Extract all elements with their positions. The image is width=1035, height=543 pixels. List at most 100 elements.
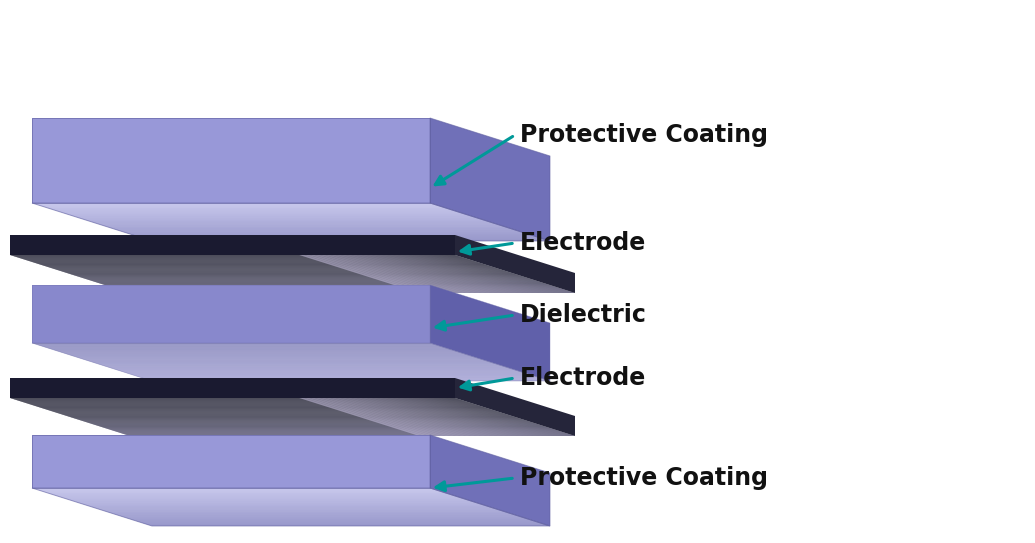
Polygon shape (122, 231, 522, 232)
Polygon shape (70, 355, 470, 356)
Polygon shape (387, 398, 512, 436)
Polygon shape (52, 494, 452, 495)
Polygon shape (114, 229, 514, 230)
Polygon shape (108, 367, 508, 368)
Polygon shape (80, 503, 480, 504)
Polygon shape (45, 347, 444, 348)
Polygon shape (397, 255, 523, 293)
Polygon shape (408, 398, 533, 436)
Polygon shape (136, 521, 536, 522)
Polygon shape (70, 500, 470, 501)
Polygon shape (73, 216, 474, 217)
Polygon shape (114, 514, 514, 515)
Polygon shape (335, 255, 461, 293)
Polygon shape (138, 376, 538, 377)
Polygon shape (366, 255, 492, 293)
Polygon shape (130, 234, 530, 235)
Polygon shape (54, 350, 454, 351)
Polygon shape (76, 357, 476, 358)
Polygon shape (104, 511, 504, 512)
Text: Protective Coating: Protective Coating (520, 466, 768, 490)
Polygon shape (430, 118, 550, 241)
Polygon shape (341, 255, 466, 293)
Polygon shape (86, 220, 486, 221)
Polygon shape (304, 255, 430, 293)
Polygon shape (62, 352, 462, 353)
Polygon shape (435, 255, 560, 293)
Polygon shape (32, 343, 432, 344)
Polygon shape (62, 497, 462, 498)
Polygon shape (387, 255, 512, 293)
Polygon shape (48, 348, 448, 349)
Polygon shape (419, 255, 543, 293)
Polygon shape (64, 353, 464, 354)
Polygon shape (356, 398, 481, 436)
Polygon shape (144, 523, 544, 524)
Polygon shape (110, 228, 510, 229)
Polygon shape (86, 505, 486, 506)
Polygon shape (299, 398, 424, 436)
Polygon shape (419, 398, 543, 436)
Polygon shape (45, 492, 444, 493)
Polygon shape (309, 255, 435, 293)
Polygon shape (36, 204, 436, 205)
Polygon shape (76, 217, 476, 218)
Polygon shape (413, 255, 538, 293)
Polygon shape (68, 214, 468, 215)
Polygon shape (66, 354, 466, 355)
Polygon shape (80, 358, 480, 359)
Polygon shape (106, 226, 506, 227)
Polygon shape (146, 524, 546, 525)
Polygon shape (32, 285, 430, 343)
Polygon shape (299, 255, 424, 293)
Polygon shape (372, 398, 497, 436)
Polygon shape (126, 372, 526, 374)
Polygon shape (76, 502, 476, 503)
Polygon shape (392, 398, 518, 436)
Polygon shape (140, 237, 540, 238)
Polygon shape (424, 255, 549, 293)
Polygon shape (361, 255, 486, 293)
Text: Protective Coating: Protective Coating (520, 123, 768, 147)
Polygon shape (148, 525, 548, 526)
Polygon shape (88, 221, 487, 222)
Polygon shape (64, 213, 464, 214)
Polygon shape (36, 344, 436, 345)
Polygon shape (86, 360, 486, 361)
Polygon shape (118, 230, 518, 231)
Polygon shape (361, 398, 486, 436)
Polygon shape (430, 255, 554, 293)
Polygon shape (430, 285, 550, 381)
Polygon shape (102, 225, 502, 226)
Polygon shape (92, 222, 492, 223)
Polygon shape (403, 398, 528, 436)
Polygon shape (80, 218, 480, 219)
Text: Electrode: Electrode (520, 231, 646, 255)
Polygon shape (351, 398, 476, 436)
Polygon shape (42, 346, 442, 347)
Polygon shape (435, 398, 560, 436)
Polygon shape (58, 351, 459, 352)
Polygon shape (96, 223, 496, 224)
Polygon shape (372, 255, 497, 293)
Polygon shape (73, 501, 474, 502)
Polygon shape (330, 398, 455, 436)
Polygon shape (455, 378, 575, 436)
Polygon shape (92, 507, 492, 508)
Polygon shape (455, 235, 575, 293)
Polygon shape (126, 518, 526, 519)
Polygon shape (346, 398, 471, 436)
Polygon shape (100, 364, 500, 365)
Polygon shape (73, 356, 474, 357)
Polygon shape (356, 255, 481, 293)
Polygon shape (84, 359, 484, 360)
Polygon shape (366, 398, 492, 436)
Polygon shape (304, 398, 430, 436)
Polygon shape (122, 516, 522, 517)
Polygon shape (408, 255, 533, 293)
Polygon shape (124, 517, 524, 518)
Polygon shape (309, 398, 435, 436)
Polygon shape (397, 398, 523, 436)
Polygon shape (351, 255, 476, 293)
Polygon shape (48, 493, 448, 494)
